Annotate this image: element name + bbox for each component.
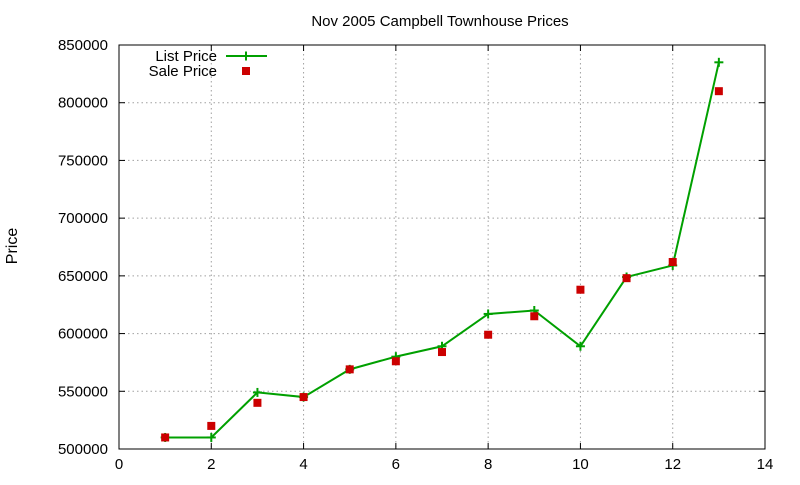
list-price-line: [165, 62, 720, 439]
x-tick-label: 2: [207, 456, 215, 473]
legend-marker-sale-price: [242, 67, 250, 75]
sale-price-point: [576, 285, 585, 294]
plot-frame: [118, 44, 766, 450]
sale-price-point: [668, 258, 677, 267]
y-tick-label: 850000: [58, 37, 108, 54]
list-price-point: [714, 57, 724, 67]
legend-label-sale-price: Sale Price: [149, 63, 217, 80]
list-price-point: [483, 309, 493, 319]
grid: [119, 45, 765, 449]
x-tick-label: 6: [392, 456, 400, 473]
x-tick-label: 14: [757, 456, 774, 473]
y-tick-label: 700000: [58, 210, 108, 227]
sale-price-point: [714, 87, 723, 96]
sale-price-point: [299, 393, 308, 402]
x-tick-label: 0: [115, 456, 123, 473]
series: [160, 57, 724, 442]
sale-price-point: [253, 398, 262, 407]
sale-price-point: [345, 365, 354, 374]
sale-price-point: [207, 421, 216, 430]
axes: 0 2 4 6 8 10 12 14 500000 550000 600000 650000 70000…: [58, 37, 773, 473]
sale-price-point: [438, 348, 446, 357]
x-tick-label: 8: [484, 456, 492, 473]
legend-label-list-price: List Price: [155, 48, 217, 65]
sale-price-point: [161, 433, 170, 442]
y-tick-label: 550000: [58, 383, 108, 400]
sale-price-point: [530, 312, 539, 321]
y-tick-label: 800000: [58, 95, 108, 112]
x-tick-label: 4: [299, 456, 307, 473]
y-tick-label: 650000: [58, 268, 108, 285]
x-tick-label: 10: [572, 456, 589, 473]
y-tick-label: 500000: [58, 441, 108, 458]
list-price-point: [206, 432, 216, 442]
y-tick-label: 750000: [58, 152, 108, 169]
sale-price-point: [391, 357, 400, 366]
list-price-point: [252, 387, 262, 397]
sale-price-point: [484, 330, 493, 339]
sale-price-point: [622, 274, 631, 283]
legend-marker-list-price: [241, 51, 251, 61]
y-axis-title: Price: [4, 228, 21, 265]
chart-title: Nov 2005 Campbell Townhouse Prices: [311, 13, 568, 30]
y-tick-label: 600000: [58, 326, 108, 343]
x-tick-label: 12: [664, 456, 681, 473]
list-price-point: [575, 341, 585, 351]
